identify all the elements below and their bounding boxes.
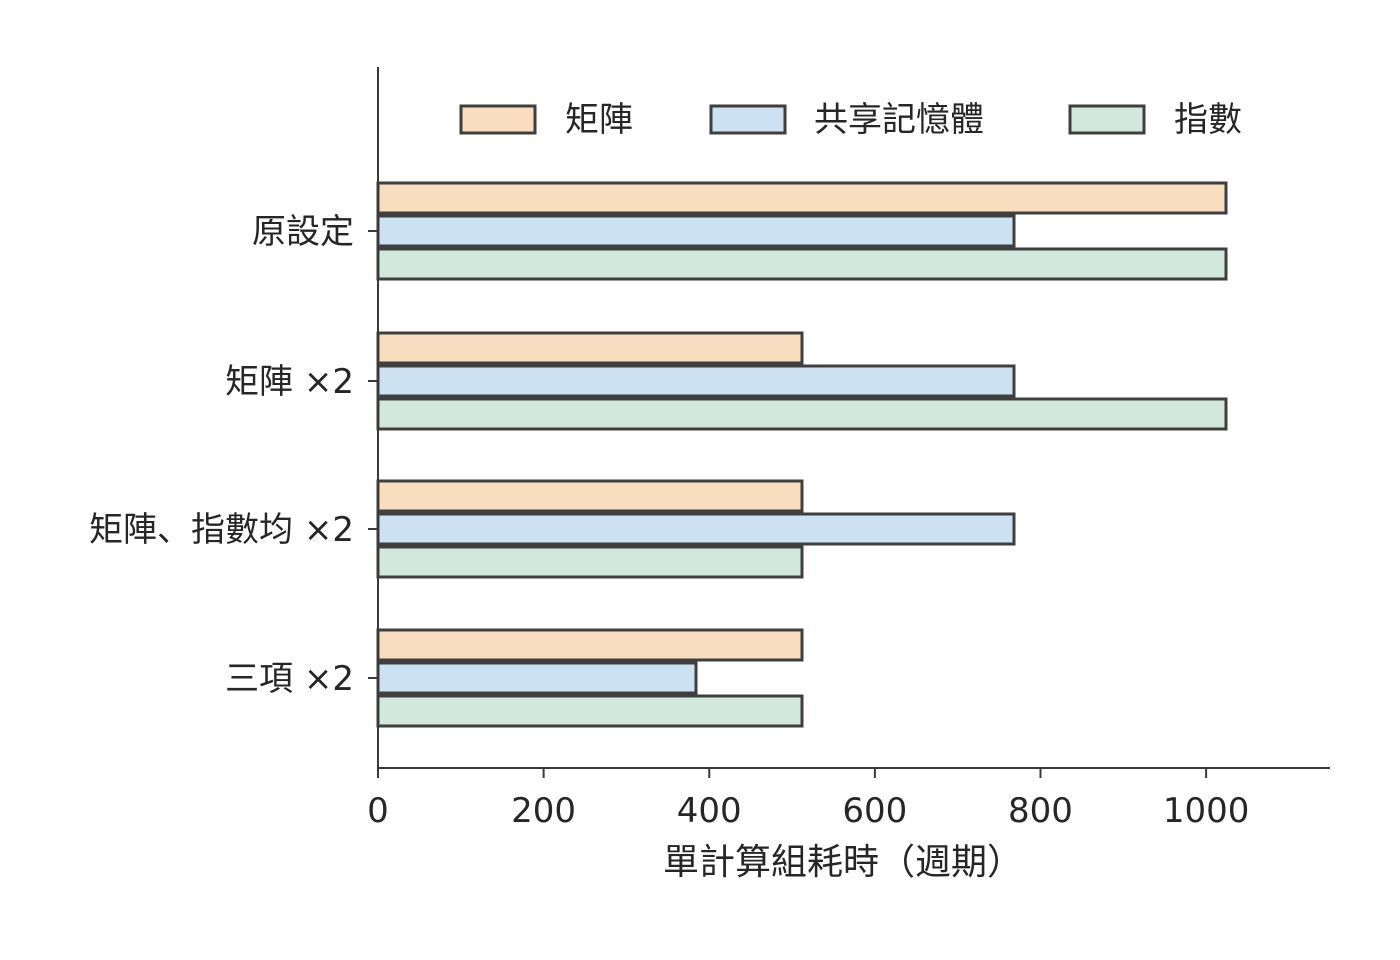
bar-1-series-3 — [376, 247, 1228, 281]
x-tick-label: 600 — [842, 791, 907, 831]
x-tick-label: 200 — [511, 791, 576, 831]
legend-label-2: 共享記憶體 — [814, 100, 984, 140]
bar-2-series-3 — [376, 397, 1228, 431]
bar-2-series-1 — [376, 331, 804, 365]
x-tick-label: 400 — [677, 791, 742, 831]
x-tick-label: 800 — [1008, 791, 1073, 831]
category-label: 矩陣 ×2 — [225, 362, 354, 402]
legend-swatch-1 — [459, 104, 537, 135]
bar-1-series-2 — [376, 214, 1016, 248]
bar-1-series-1 — [376, 181, 1228, 215]
legend-label-1: 矩陣 — [565, 100, 633, 140]
bar-4-series-3 — [376, 694, 804, 728]
bar-3-series-3 — [376, 545, 804, 579]
x-tick-label: 1000 — [1163, 791, 1250, 831]
bars-group — [376, 181, 1228, 728]
category-label: 三項 ×2 — [225, 659, 354, 699]
bar-3-series-2 — [376, 512, 1016, 546]
legend: 矩陣 共享記憶體 指數 — [459, 100, 1242, 140]
legend-label-3: 指數 — [1174, 100, 1242, 140]
x-tick-label: 0 — [367, 791, 389, 831]
bar-4-series-1 — [376, 628, 804, 662]
bar-4-series-2 — [376, 661, 698, 695]
bar-2-series-2 — [376, 364, 1016, 398]
legend-swatch-3 — [1068, 104, 1146, 135]
category-label: 原設定 — [252, 212, 354, 252]
bar-3-series-1 — [376, 479, 804, 513]
category-label: 矩陣、指數均 ×2 — [89, 510, 354, 550]
legend-swatch-2 — [709, 104, 787, 135]
x-axis-title: 單計算組耗時（週期） — [663, 842, 1023, 883]
